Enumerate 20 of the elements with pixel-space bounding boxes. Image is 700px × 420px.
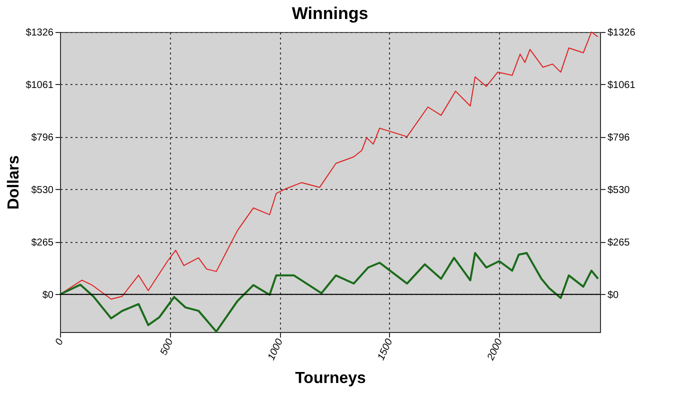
y2-tick-label: $1326 bbox=[608, 28, 636, 38]
x-tick-label: 0 bbox=[54, 336, 66, 348]
y-tick-label: $0 bbox=[42, 290, 54, 301]
y2-tick-label: $1061 bbox=[608, 80, 636, 91]
y2-tick-label: $530 bbox=[608, 184, 630, 196]
y2-tick-label: $0 bbox=[608, 290, 620, 301]
y-axis-title: Dollars bbox=[6, 155, 23, 210]
x-axis-title: Tourneys bbox=[295, 370, 366, 387]
x-tick-label: 1000 bbox=[266, 336, 286, 362]
x-tick-label: 500 bbox=[158, 336, 176, 358]
y2-tick-label: $796 bbox=[608, 132, 630, 144]
y2-tick-label: $265 bbox=[608, 237, 630, 248]
y-tick-label: $530 bbox=[31, 184, 54, 196]
y-tick-label: $796 bbox=[31, 132, 54, 144]
y-tick-label: $1326 bbox=[26, 28, 54, 38]
y-tick-label: $265 bbox=[31, 237, 54, 248]
chart-title: Winnings bbox=[292, 4, 368, 23]
x-tick-label: 1500 bbox=[376, 336, 396, 362]
y-tick-label: $1061 bbox=[26, 80, 54, 91]
x-tick-label: 2000 bbox=[485, 336, 506, 364]
